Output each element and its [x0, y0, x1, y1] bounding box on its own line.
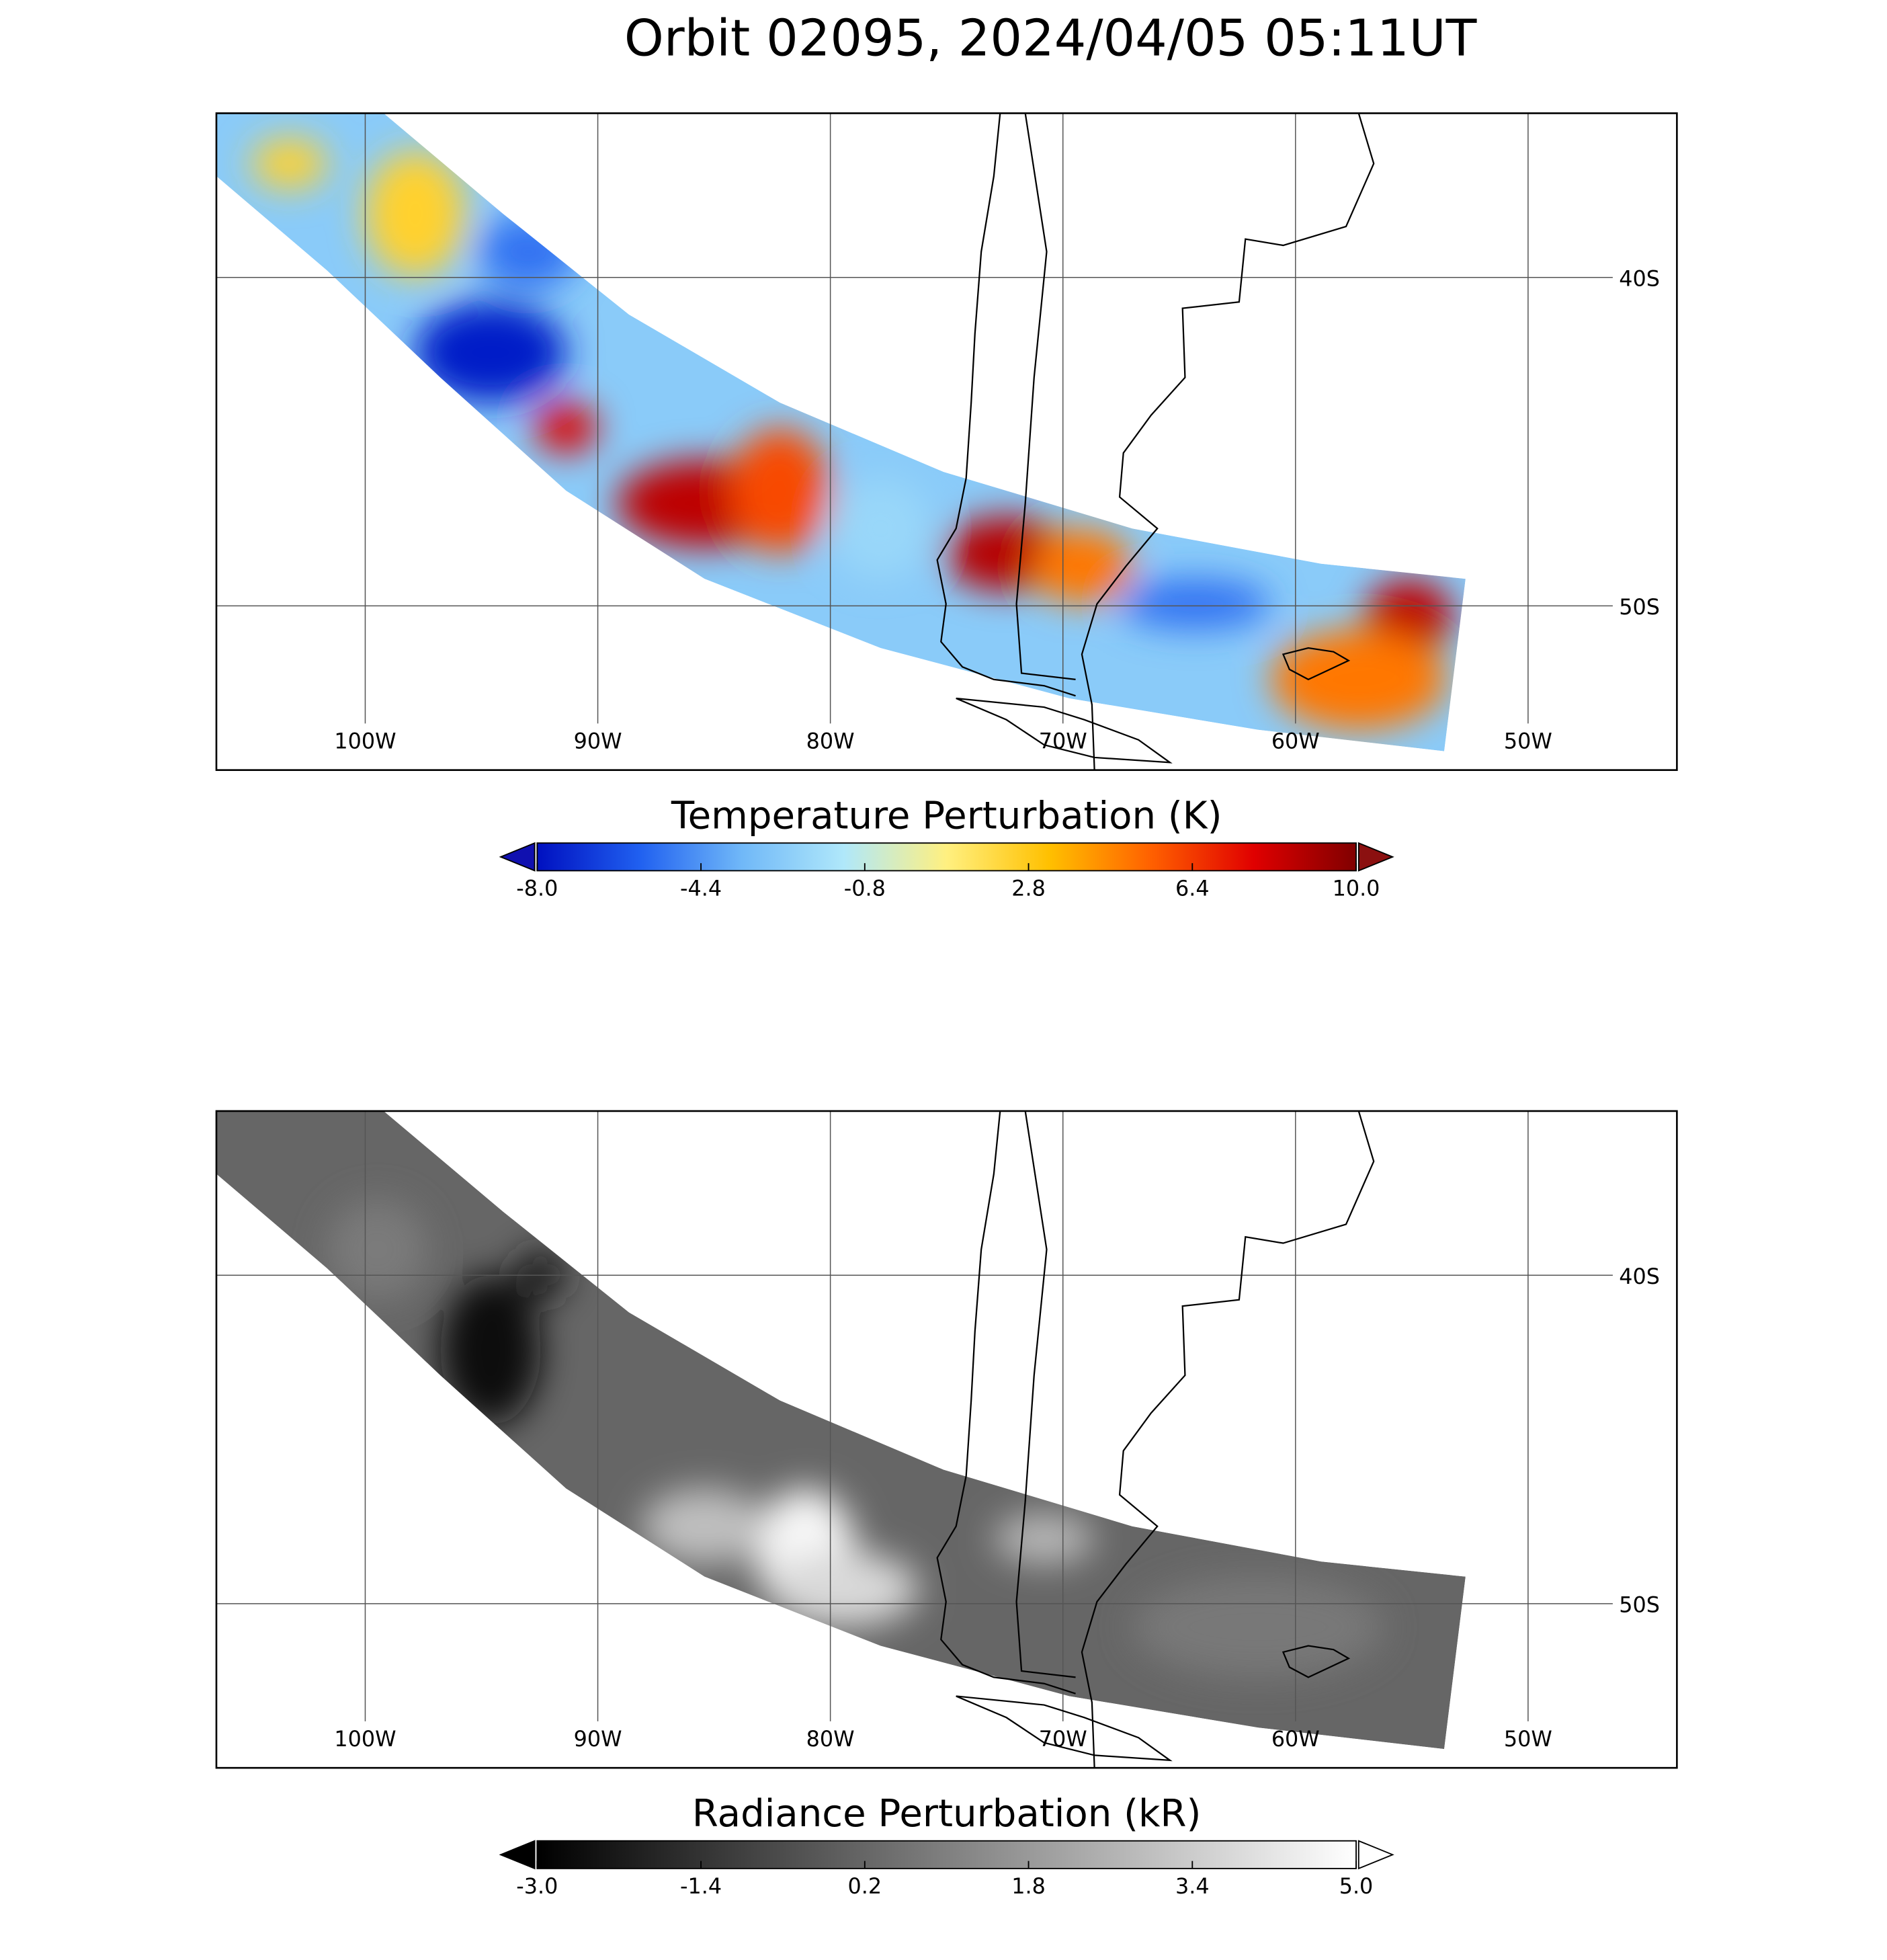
coastline [1282, 647, 1351, 681]
coastline [1081, 1110, 1375, 1768]
lon-label: 90W [574, 728, 622, 753]
colorbar-tick-label: -1.4 [680, 1873, 722, 1899]
colorbar-over [1357, 1840, 1394, 1870]
swath-feature [830, 478, 931, 579]
swath-feature [440, 1274, 541, 1426]
swath-feature [729, 427, 831, 554]
map-frame [215, 112, 1678, 771]
lon-label: 60W [1271, 1726, 1320, 1752]
swath-feature [1032, 528, 1132, 604]
colorbar-tick-label: -8.0 [516, 875, 558, 901]
swath-texture [327, 1199, 1384, 1678]
lon-label: 60W [1271, 728, 1320, 753]
colorbar [536, 842, 1357, 872]
figure-title: Orbit 02095, 2024/04/05 05:11UT [624, 9, 1477, 67]
swath-feature [534, 403, 598, 453]
swath-feature [478, 214, 579, 290]
coastline [936, 113, 1076, 697]
coastline [1081, 113, 1375, 770]
swath-feature [993, 1514, 1095, 1564]
colorbar-tick-label: 10.0 [1333, 875, 1380, 901]
colorbar-tick-label: 6.4 [1175, 875, 1210, 901]
swath-feature [767, 1551, 919, 1627]
colorbar-tick-label: 3.4 [1175, 1873, 1210, 1899]
swath-feature [515, 1249, 567, 1300]
lon-label: 80W [806, 728, 855, 753]
swath-feature [415, 302, 567, 403]
coastline [956, 1695, 1173, 1762]
coastline [1015, 113, 1076, 680]
coastline [1015, 1110, 1076, 1678]
lat-label: 50S [1619, 1592, 1660, 1618]
lat-label: 40S [1619, 266, 1660, 292]
colorbar-over [1357, 842, 1394, 872]
swath-feature [1132, 1576, 1384, 1678]
lon-label: 100W [334, 728, 396, 753]
swath-feature [327, 1199, 428, 1300]
lat-label: 50S [1619, 594, 1660, 620]
colorbar-under [499, 842, 536, 872]
coastline [936, 1110, 1076, 1694]
lon-label: 80W [806, 1726, 855, 1752]
colorbar-title: Temperature Perturbation (K) [671, 794, 1222, 838]
colorbar-tick-label: -4.4 [680, 875, 722, 901]
swath-feature [1120, 579, 1271, 629]
colorbar-tick-label: 1.8 [1011, 1873, 1046, 1899]
coastline [1282, 1645, 1351, 1678]
swath-feature [364, 151, 466, 277]
colorbar-tick-label: -0.8 [844, 875, 886, 901]
lon-label: 50W [1504, 1726, 1552, 1752]
swath-feature [251, 138, 327, 189]
coastline [956, 697, 1173, 764]
colorbar-tick-label: 2.8 [1011, 875, 1046, 901]
colorbar-title: Radiance Perturbation (kR) [692, 1792, 1202, 1836]
swath [216, 1110, 1466, 1750]
colorbar-tick-label: -3.0 [516, 1873, 558, 1899]
lon-label: 100W [334, 1726, 396, 1752]
swath [216, 113, 1466, 751]
colorbar-under [499, 1840, 536, 1870]
lon-label: 50W [1504, 728, 1552, 753]
map-frame [215, 1110, 1678, 1769]
lon-label: 90W [574, 1726, 622, 1752]
swath-feature [641, 1488, 767, 1564]
colorbar [536, 1840, 1357, 1869]
swath-feature [1270, 628, 1447, 730]
colorbar-tick-label: 0.2 [848, 1873, 882, 1899]
colorbar-tick-label: 5.0 [1339, 1873, 1374, 1899]
lat-label: 40S [1619, 1264, 1660, 1289]
